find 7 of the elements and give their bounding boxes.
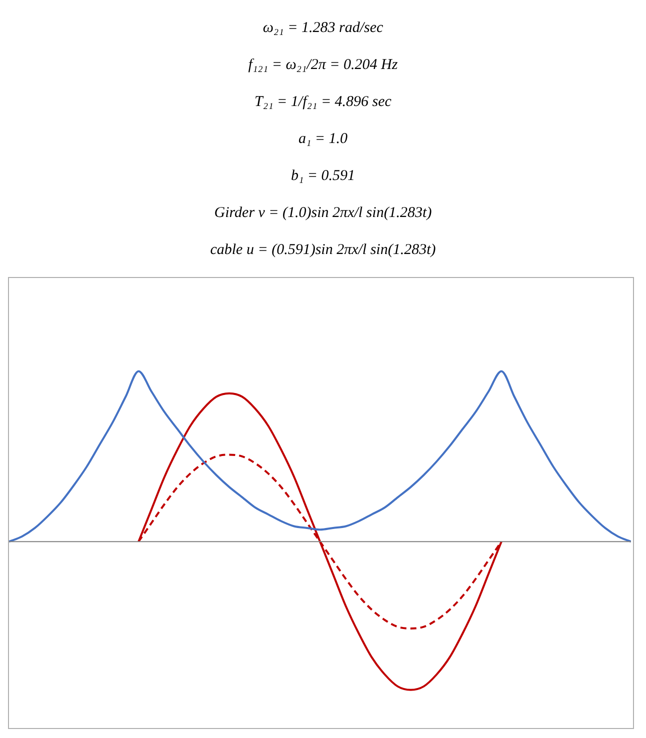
text: f₁₂₁ = ω₂₁/2π = 0.204 Hz [247,56,399,75]
text: cable u = (0.591)sin 2πx/l sin(1.283t) [209,241,437,260]
text: a₁ = 1.0 [297,130,349,149]
text: ω₂₁ = 1.283 rad/sec [262,19,384,38]
text: T₂₁ = 1/f₂₁ = 4.896 sec [254,93,392,112]
text: Girder v = (1.0)sin 2πx/l sin(1.283t) [213,204,433,223]
text: b₁ = 0.591 [290,167,356,186]
